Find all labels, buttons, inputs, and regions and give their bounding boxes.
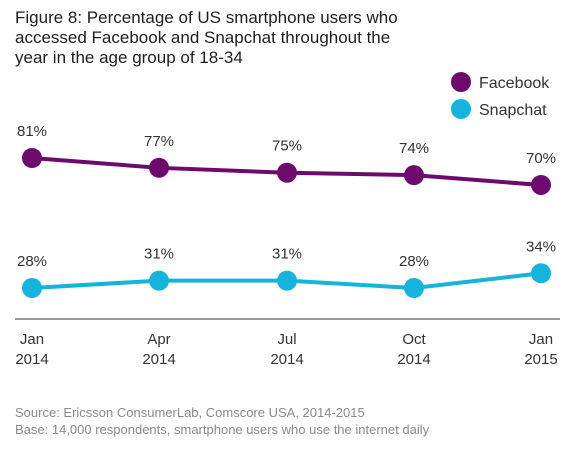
data-label-snapchat: 31% — [144, 246, 174, 263]
data-label-snapchat: 31% — [272, 246, 302, 263]
base-note: Base: 14,000 respondents, smartphone use… — [15, 422, 430, 437]
chart-title-line: year in the age group of 18-34 — [15, 48, 243, 67]
data-label-snapchat: 34% — [526, 238, 556, 255]
data-point-facebook — [149, 157, 169, 178]
legend: Facebook Snapchat — [451, 72, 550, 119]
data-point-facebook — [404, 165, 424, 186]
legend-label-facebook: Facebook — [479, 75, 550, 92]
data-point-snapchat — [22, 278, 42, 298]
data-point-snapchat — [531, 263, 551, 284]
data-point-snapchat — [277, 270, 297, 291]
x-tick-label: 2014 — [142, 351, 175, 368]
chart-footer: Source: Ericsson ConsumerLab, Comscore U… — [15, 405, 430, 437]
x-tick-label: Oct — [402, 331, 426, 348]
chart-title-line: accessed Facebook and Snapchat throughou… — [15, 28, 390, 47]
chart-title-line: Figure 8: Percentage of US smartphone us… — [15, 8, 398, 27]
x-tick-label: Jul — [277, 331, 296, 348]
data-label-facebook: 75% — [272, 138, 302, 155]
data-label-snapchat: 28% — [17, 253, 47, 270]
data-point-facebook — [277, 162, 297, 183]
data-point-snapchat — [149, 270, 169, 291]
data-label-facebook: 77% — [144, 133, 174, 150]
data-label-snapchat: 28% — [399, 253, 429, 270]
data-points — [22, 148, 551, 298]
data-point-facebook — [531, 174, 551, 195]
data-label-facebook: 81% — [17, 123, 47, 140]
x-tick-label: 2015 — [524, 351, 557, 368]
data-label-facebook: 70% — [526, 150, 556, 167]
x-tick-label: Jan — [20, 331, 44, 348]
x-tick-label: 2014 — [270, 351, 303, 368]
source-note: Source: Ericsson ConsumerLab, Comscore U… — [15, 405, 365, 420]
legend-marker-snapchat — [451, 99, 471, 119]
x-axis-tick-labels: Jan 2014 Apr 2014 Jul 2014 Oct 2014 Jan 2015 — [15, 331, 557, 368]
x-tick-label: Apr — [147, 331, 170, 348]
chart-title: Figure 8: Percentage of US smartphone us… — [15, 8, 398, 67]
data-point-facebook — [22, 148, 42, 168]
x-tick-label: 2014 — [15, 351, 48, 368]
data-point-snapchat — [404, 278, 424, 298]
x-tick-label: 2014 — [397, 351, 430, 368]
data-label-facebook: 74% — [399, 140, 429, 157]
data-labels: 81% 77% 75% 74% 70% 28% 31% 31% 28% 34% — [17, 123, 556, 270]
legend-label-snapchat: Snapchat — [479, 102, 547, 119]
x-tick-label: Jan — [529, 331, 553, 348]
legend-marker-facebook — [451, 72, 471, 92]
